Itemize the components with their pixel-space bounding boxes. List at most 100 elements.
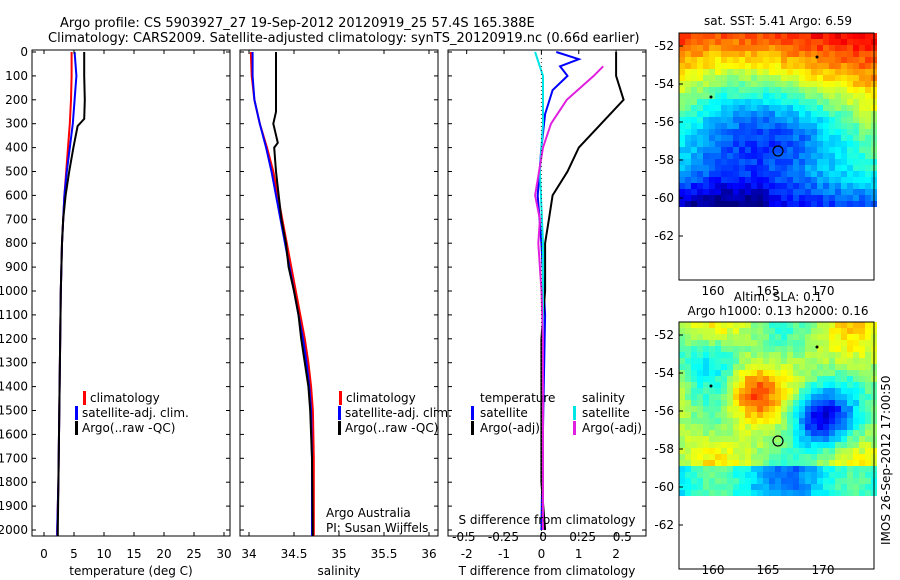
map-cell [835,81,841,87]
map-cell [859,430,865,436]
map-cell [709,195,715,201]
map-cell [817,81,823,87]
map-cell [775,418,781,424]
map-cell [799,412,805,418]
map-cell [697,87,703,93]
map-cell [751,376,757,382]
map-cell [757,33,763,39]
map-cell [787,159,793,165]
map-cell [787,93,793,99]
map-cell [769,460,775,466]
map-cell [841,376,847,382]
map-cell [823,340,829,346]
map-cell [775,400,781,406]
map-cell [865,454,871,460]
map-cell [799,418,805,424]
map-cell [727,376,733,382]
map-cell [787,189,793,195]
map-cell [799,195,805,201]
x-tick-label: 34 [241,547,256,561]
map-cell [757,448,763,454]
map-cell [781,45,787,51]
map-cell [739,394,745,400]
map-cell [751,57,757,63]
map-cell [727,159,733,165]
map-cell [745,406,751,412]
map-cell [799,111,805,117]
map-cell [703,358,709,364]
map-cell [781,460,787,466]
map-cell [787,33,793,39]
map-cell [757,159,763,165]
map-cell [829,430,835,436]
map-cell [685,412,691,418]
map-cell [679,466,685,472]
map-cell [769,334,775,340]
map-cell [727,189,733,195]
map-cell [715,117,721,123]
map-cell [769,165,775,171]
map-cell [829,153,835,159]
map-cell [799,448,805,454]
map-cell [691,33,697,39]
map-cell [715,448,721,454]
depth-tick-label: 1700 [0,451,28,465]
map-cell [739,442,745,448]
map-cell [715,430,721,436]
map-cell [679,141,685,147]
map-cell [823,406,829,412]
map-cell [697,75,703,81]
map-cell [805,448,811,454]
map-cell [745,466,751,472]
map-cell [793,376,799,382]
map-cell [829,442,835,448]
map-cell [721,45,727,51]
map-cell [805,472,811,478]
map-cell [859,159,865,165]
map-cell [757,129,763,135]
map-cell [727,364,733,370]
map-cell [859,33,865,39]
map-cell [703,370,709,376]
map-cell [835,346,841,352]
map-cell [775,123,781,129]
map-cell [763,388,769,394]
map-cell [715,472,721,478]
map-cell [733,394,739,400]
map-cell [685,478,691,484]
map-cell [733,400,739,406]
map-cell [859,69,865,75]
map-cell [835,63,841,69]
map-cell [685,45,691,51]
map-cell [757,183,763,189]
map-cell [847,39,853,45]
map-cell [841,424,847,430]
map-cell [763,201,769,207]
map-cell [853,412,859,418]
map-cell [751,400,757,406]
map-cell [793,183,799,189]
float-track-dot [815,345,819,349]
map-cell [847,93,853,99]
map-cell [703,189,709,195]
map-cell [787,322,793,328]
map-cell [751,340,757,346]
map-cell [847,418,853,424]
map-cell [721,358,727,364]
map-cell [691,346,697,352]
map-cell [775,135,781,141]
map-cell [811,153,817,159]
map-cell [775,189,781,195]
map-cell [853,370,859,376]
map-cell [769,490,775,496]
map-cell [853,153,859,159]
map-cell [829,39,835,45]
map-cell [733,424,739,430]
map-cell [697,117,703,123]
map-cell [811,364,817,370]
map-cell [787,406,793,412]
map-cell [829,382,835,388]
map-cell [847,63,853,69]
map-cell [817,454,823,460]
map-cell [829,33,835,39]
